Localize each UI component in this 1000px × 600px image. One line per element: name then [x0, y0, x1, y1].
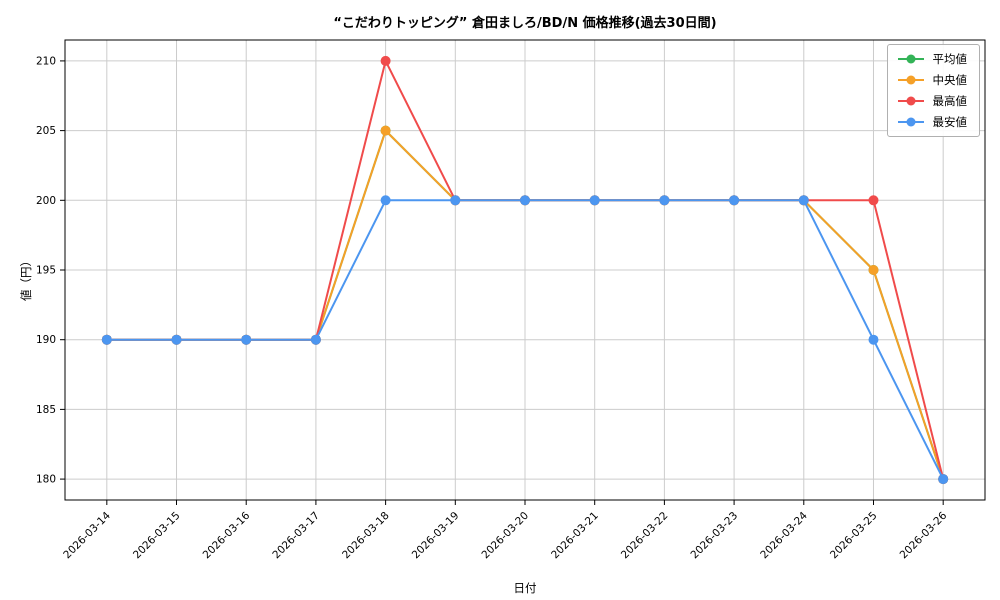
x-tick-label: 2026-03-14: [61, 509, 113, 561]
series-marker-min: [171, 334, 182, 345]
x-tick-label: 2026-03-21: [549, 510, 601, 562]
series-marker-min: [729, 195, 740, 206]
series-marker-max: [380, 55, 391, 66]
legend-item-median: 中央値: [896, 72, 968, 88]
y-tick-label: 195: [36, 265, 56, 277]
series-marker-min: [241, 334, 252, 345]
y-tick-label: 205: [36, 125, 56, 137]
y-tick-label: 185: [36, 404, 56, 416]
x-tick-label: 2026-03-15: [131, 510, 183, 562]
legend-label-min: 最安値: [932, 115, 968, 129]
legend-label-max: 最高値: [932, 94, 968, 108]
x-tick-label: 2026-03-26: [898, 509, 950, 561]
series-marker-min: [798, 195, 809, 206]
series-marker-median: [868, 265, 879, 275]
legend-item-min: 最安値: [896, 114, 968, 130]
legend-label-avg: 平均値: [932, 52, 968, 66]
series-marker-min: [520, 195, 530, 206]
legend-item-avg: 平均値: [896, 51, 968, 67]
series-marker-min: [101, 334, 112, 345]
x-tick-label: 2026-03-24: [758, 509, 810, 561]
x-tick-label: 2026-03-16: [201, 509, 253, 561]
legend-label-median: 中央値: [932, 73, 968, 87]
x-tick-label: 2026-03-17: [270, 510, 322, 562]
y-tick-label: 180: [36, 474, 56, 486]
series-marker-min: [868, 334, 879, 345]
series-marker-min: [589, 195, 600, 206]
x-tick-label: 2026-03-23: [689, 510, 741, 562]
series-marker-min: [380, 195, 391, 206]
series-marker-median: [380, 125, 391, 136]
series-marker-min: [659, 195, 670, 206]
x-tick-label: 2026-03-19: [410, 510, 462, 562]
series-marker-min: [310, 334, 321, 345]
x-tick-label: 2026-03-20: [479, 510, 531, 562]
chart-title: “こだわりトッピング” 倉田ましろ/BD/N 価格推移(過去30日間): [333, 16, 717, 31]
y-axis-label: 値（円）: [19, 255, 33, 301]
y-tick-label: 190: [36, 334, 56, 346]
legend-marker-max-icon: [897, 96, 924, 106]
y-tick-label: 210: [36, 55, 56, 67]
series-marker-min: [450, 195, 461, 206]
x-tick-label: 2026-03-25: [828, 510, 880, 562]
series-marker-max: [868, 195, 879, 206]
series-marker-min: [938, 474, 949, 485]
x-tick-label: 2026-03-18: [340, 510, 392, 562]
x-axis-label: 日付: [513, 581, 537, 595]
legend-marker-avg-icon: [897, 54, 924, 64]
x-tick-label: 2026-03-22: [619, 510, 671, 562]
legend: 平均値中央値最高値最安値: [886, 44, 980, 137]
legend-item-max: 最高値: [896, 93, 968, 109]
legend-marker-median-icon: [897, 75, 924, 85]
legend-marker-min-icon: [897, 117, 924, 127]
y-tick-label: 200: [36, 195, 56, 207]
